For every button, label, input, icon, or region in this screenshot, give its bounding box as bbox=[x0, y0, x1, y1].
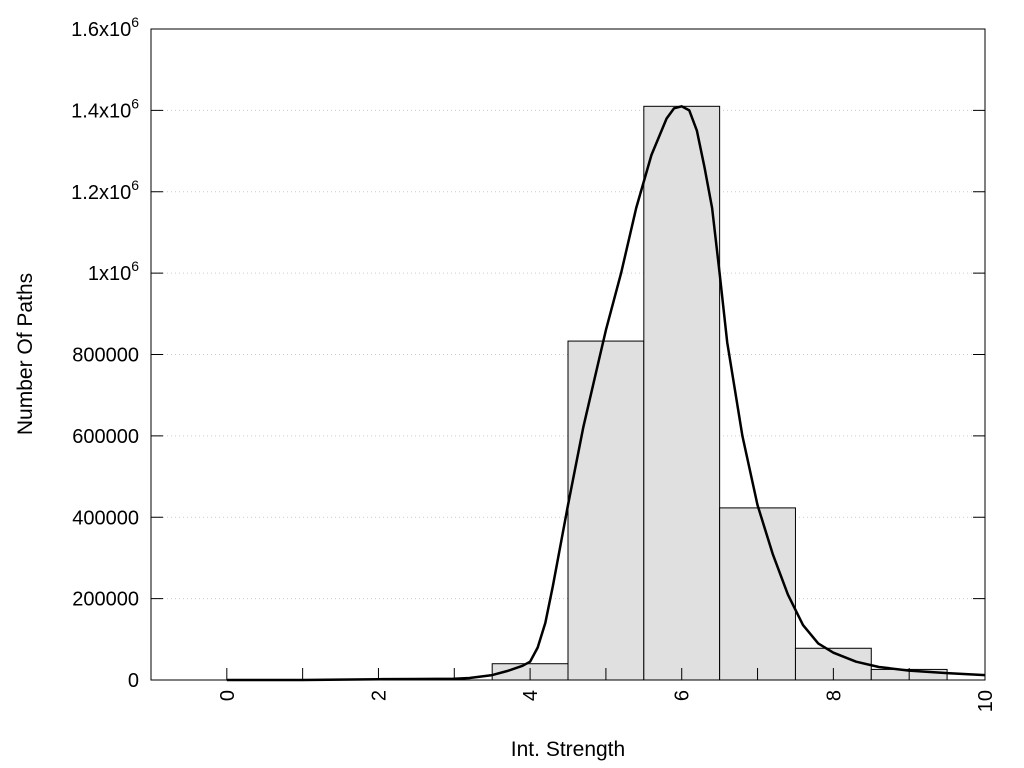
y-tick-label: 600000 bbox=[72, 426, 139, 448]
y-tick-label: 200000 bbox=[72, 589, 139, 611]
x-axis-title: Int. Strength bbox=[511, 738, 625, 761]
fit-curve-layer bbox=[226, 105, 986, 682]
histogram-bar bbox=[643, 105, 721, 681]
x-tick-label: 6 bbox=[672, 690, 694, 701]
y-axis: 0 200000 400000 600000 800000 1x106 1.2x106 1.4… bbox=[71, 14, 985, 692]
histogram-bars bbox=[491, 105, 948, 681]
x-axis: 0 2 4 6 8 10 bbox=[217, 668, 997, 712]
histogram-bar bbox=[719, 507, 796, 681]
y-tick-label: 1.6x106 bbox=[71, 14, 139, 41]
y-tick-label: 400000 bbox=[72, 507, 139, 529]
y-tick-label: 1.2x106 bbox=[71, 177, 139, 204]
y-axis-title: Number Of Paths bbox=[14, 273, 37, 435]
y-tick-label: 800000 bbox=[72, 345, 139, 367]
x-tick-label: 2 bbox=[368, 690, 390, 701]
y-tick-label: 1x106 bbox=[88, 258, 139, 285]
x-tick-label: 0 bbox=[217, 690, 239, 701]
y-tick-label: 1.4x106 bbox=[71, 95, 139, 122]
histogram-bar bbox=[567, 340, 645, 681]
x-tick-label: 10 bbox=[975, 690, 997, 712]
y-tick-label: 0 bbox=[128, 670, 139, 692]
x-tick-label: 4 bbox=[520, 690, 542, 701]
x-tick-label: 8 bbox=[823, 690, 845, 701]
fit-curve bbox=[226, 105, 986, 682]
